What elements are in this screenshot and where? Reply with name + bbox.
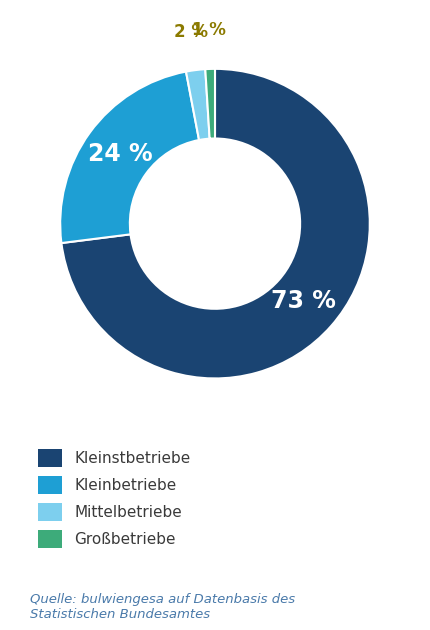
Text: Quelle: bulwiengesa auf Datenbasis des
Statistischen Bundesamtes: Quelle: bulwiengesa auf Datenbasis des S… bbox=[30, 593, 295, 621]
Text: 73 %: 73 % bbox=[271, 289, 336, 314]
Text: 2 %: 2 % bbox=[174, 23, 208, 41]
Text: 24 %: 24 % bbox=[88, 142, 152, 166]
Wedge shape bbox=[205, 69, 215, 139]
Legend: Kleinstbetriebe, Kleinbetriebe, Mittelbetriebe, Großbetriebe: Kleinstbetriebe, Kleinbetriebe, Mittelbe… bbox=[38, 449, 190, 548]
Text: 1 %: 1 % bbox=[192, 21, 226, 39]
Wedge shape bbox=[60, 72, 199, 243]
Wedge shape bbox=[61, 69, 370, 379]
Wedge shape bbox=[186, 69, 210, 140]
